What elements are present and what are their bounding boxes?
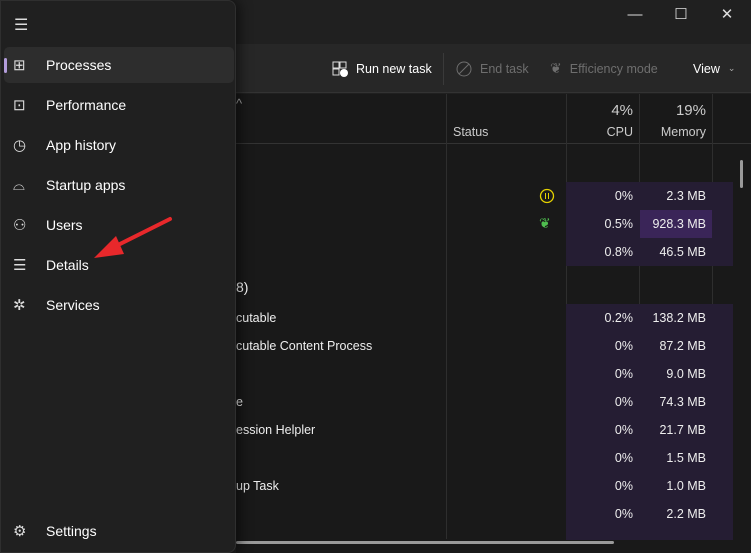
cpu-cell: 0.8% — [604, 245, 634, 259]
cpu-cell: 0% — [614, 395, 633, 409]
cpu-column-header[interactable]: CPU — [606, 125, 633, 139]
view-label: View — [693, 61, 720, 76]
memory-cell: 2.3 MB — [666, 189, 706, 203]
sort-chevron-icon[interactable]: ^ — [236, 96, 243, 111]
table-row[interactable]: 0% 2.3 MB — [236, 182, 751, 210]
cpu-cell: 0% — [614, 479, 633, 493]
process-table: ^ Status 4% CPU 19% Memory 0% 2.3 MB ❦ 0… — [236, 94, 751, 553]
sidebar-item-label: Services — [46, 297, 100, 313]
end-task-icon — [456, 61, 472, 76]
cpu-cell: 0% — [614, 423, 633, 437]
table-row[interactable]: 0% 1.5 MB — [236, 444, 751, 472]
sidebar-item-label: Users — [46, 217, 83, 233]
navigation-sidebar: ☰ ⊞ Processes ⊡ Performance ◷ App history ⌓ Sta… — [0, 0, 236, 553]
process-name: cutable — [236, 311, 277, 325]
processes-icon: ⊞ — [13, 57, 26, 74]
sidebar-item-label: Performance — [46, 97, 127, 113]
memory-cell: 46.5 MB — [659, 245, 706, 259]
minimize-button[interactable]: — — [627, 6, 643, 23]
table-row[interactable]: 0% 9.0 MB — [236, 360, 751, 388]
sidebar-item-label: Settings — [46, 523, 97, 539]
run-new-task-label: Run new task — [356, 61, 432, 76]
process-name: up Task — [236, 479, 279, 493]
end-task-label: End task — [480, 61, 529, 76]
table-row[interactable]: cutable 0.2% 138.2 MB — [236, 304, 751, 332]
efficiency-leaf-icon: ❦ — [539, 215, 551, 231]
memory-cell: 87.2 MB — [659, 339, 706, 353]
view-button[interactable]: View ⌄ — [693, 44, 735, 93]
run-new-task-button[interactable]: Run new task — [332, 44, 432, 93]
memory-percent: 19% — [675, 102, 706, 119]
sidebar-item-label: Startup apps — [46, 177, 126, 193]
history-icon: ◷ — [13, 137, 27, 154]
cpu-percent: 4% — [611, 102, 633, 119]
memory-cell: 928.3 MB — [652, 217, 706, 231]
settings-icon: ⚙ — [13, 523, 27, 540]
sidebar-item-label: Details — [46, 257, 89, 273]
table-header: ^ Status 4% CPU 19% Memory — [236, 94, 751, 144]
active-indicator — [4, 58, 7, 73]
sidebar-item-performance[interactable]: ⊡ Performance — [4, 87, 234, 123]
sidebar-item-app-history[interactable]: ◷ App history — [4, 127, 234, 163]
memory-cell: 21.7 MB — [659, 423, 706, 437]
memory-cell: 1.5 MB — [666, 451, 706, 465]
table-row[interactable]: 0% 2.2 MB — [236, 500, 751, 528]
table-row[interactable]: 0.8% 46.5 MB — [236, 238, 751, 266]
cpu-cell: 0% — [614, 339, 633, 353]
sidebar-item-services[interactable]: ✲ Services — [4, 287, 234, 323]
memory-cell: 9.0 MB — [666, 367, 706, 381]
sidebar-item-users[interactable]: ⚇ Users — [4, 207, 234, 243]
vertical-scrollbar[interactable] — [740, 160, 743, 188]
efficiency-mode-button[interactable]: ❦ Efficiency mode — [550, 44, 658, 93]
table-row[interactable]: cutable Content Process 0% 87.2 MB — [236, 332, 751, 360]
cpu-cell: 0.2% — [604, 311, 634, 325]
table-row[interactable]: up Task 0% 1.0 MB — [236, 472, 751, 500]
leaf-icon: ❦ — [550, 60, 562, 76]
toolbar-divider — [443, 53, 444, 85]
chevron-down-icon: ⌄ — [727, 63, 736, 73]
sidebar-item-settings[interactable]: ⚙ Settings — [4, 513, 234, 549]
sidebar-item-label: App history — [46, 137, 117, 153]
run-new-task-icon — [332, 61, 348, 77]
hamburger-menu-icon[interactable]: ☰ — [14, 17, 29, 34]
startup-icon: ⌓ — [13, 176, 25, 194]
table-row[interactable]: ession Helpler 0% 21.7 MB — [236, 416, 751, 444]
heat-block — [566, 304, 733, 540]
sidebar-item-details[interactable]: ☰ Details — [4, 247, 234, 283]
group-header[interactable]: 8) — [236, 279, 249, 295]
status-column-header[interactable]: Status — [453, 125, 489, 139]
sidebar-item-processes[interactable]: ⊞ Processes — [4, 47, 234, 83]
paused-icon — [539, 188, 555, 204]
cpu-cell: 0% — [614, 507, 633, 521]
memory-cell: 138.2 MB — [652, 311, 706, 325]
horizontal-scrollbar[interactable] — [236, 541, 614, 544]
sidebar-item-startup-apps[interactable]: ⌓ Startup apps — [4, 167, 234, 203]
cpu-cell: 0% — [614, 451, 633, 465]
end-task-button[interactable]: End task — [456, 44, 529, 93]
memory-cell: 2.2 MB — [666, 507, 706, 521]
cpu-cell: 0% — [614, 367, 633, 381]
memory-cell: 1.0 MB — [666, 479, 706, 493]
memory-column-header[interactable]: Memory — [660, 125, 706, 139]
close-button[interactable]: ✕ — [720, 6, 734, 23]
users-icon: ⚇ — [13, 217, 27, 234]
toolbar: Run new task End task ❦ Efficiency mode … — [236, 44, 751, 93]
process-name: cutable Content Process — [236, 339, 373, 353]
table-row[interactable]: ❦ 0.5% 928.3 MB — [236, 210, 751, 238]
cpu-cell: 0.5% — [604, 217, 634, 231]
table-row[interactable]: e 0% 74.3 MB — [236, 388, 751, 416]
process-name: e — [236, 395, 243, 409]
efficiency-mode-label: Efficiency mode — [569, 61, 658, 76]
cpu-cell: 0% — [614, 189, 633, 203]
performance-icon: ⊡ — [13, 97, 26, 114]
details-icon: ☰ — [13, 257, 27, 274]
services-icon: ✲ — [13, 297, 26, 314]
maximize-button[interactable]: ☐ — [674, 6, 688, 23]
process-name: ession Helpler — [236, 423, 316, 437]
heat-cell-strong — [640, 210, 712, 238]
sidebar-item-label: Processes — [46, 57, 112, 73]
memory-cell: 74.3 MB — [659, 395, 706, 409]
